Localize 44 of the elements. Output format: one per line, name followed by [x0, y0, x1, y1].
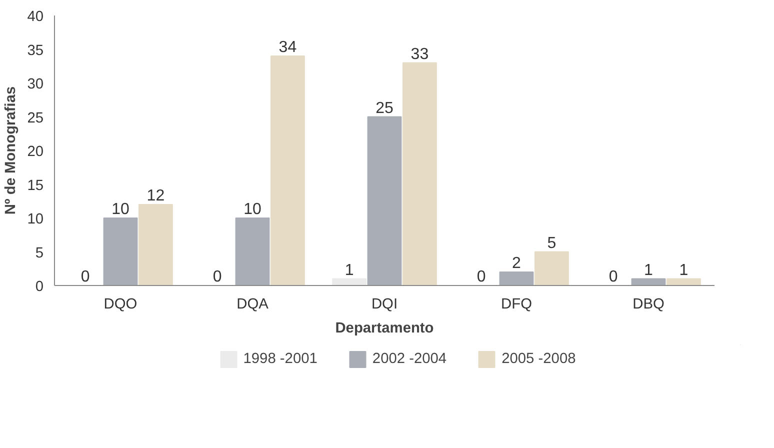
- data-label: 0: [476, 268, 486, 286]
- y-tick-label: 40: [27, 9, 44, 25]
- data-label: 10: [112, 201, 130, 218]
- data-label: 10: [244, 201, 262, 218]
- y-tick-label: 35: [27, 42, 44, 59]
- data-label: 25: [376, 100, 394, 117]
- bar: [367, 116, 402, 286]
- x-tick-label: DFQ: [501, 296, 532, 312]
- y-axis-title: Nº de Monografias: [3, 86, 20, 215]
- x-tick-label: DQI: [371, 296, 398, 312]
- y-tick-label: 30: [27, 76, 44, 92]
- data-label: 1: [679, 262, 688, 279]
- x-tick-label: DBQ: [632, 296, 664, 312]
- x-tick-label: DQA: [236, 296, 269, 312]
- bar: [534, 251, 569, 286]
- bar: [235, 218, 270, 286]
- data-label: 2: [512, 255, 522, 272]
- data-label: 0: [608, 268, 618, 286]
- data-label: 33: [410, 46, 429, 63]
- y-tick-label: 25: [27, 110, 44, 126]
- data-label: 0: [80, 268, 90, 286]
- x-tick-label: DQO: [104, 296, 138, 312]
- y-tick-label: 15: [27, 178, 44, 194]
- y-tick-label: 10: [27, 212, 44, 228]
- data-label: 0: [212, 268, 222, 286]
- x-axis-title: Departamento: [335, 320, 434, 336]
- data-label: 34: [278, 39, 297, 56]
- y-tick-label: 20: [27, 144, 44, 160]
- y-tick-label: 5: [35, 245, 44, 262]
- legend-label: 2002 -2004: [372, 351, 447, 367]
- data-label: 12: [146, 188, 165, 204]
- legend-label: 2005 -2008: [502, 351, 576, 367]
- data-label: 1: [344, 262, 354, 279]
- bar: [332, 278, 367, 286]
- legend-label: 1998 -2001: [243, 351, 318, 367]
- y-tick-label: 0: [35, 279, 44, 295]
- bar: [138, 204, 173, 286]
- bar: [270, 56, 305, 286]
- data-label: 1: [644, 262, 654, 279]
- bar: [499, 272, 534, 286]
- bar: [666, 278, 701, 286]
- bar: [402, 62, 437, 286]
- bar: [103, 218, 138, 286]
- data-label: 5: [547, 234, 556, 252]
